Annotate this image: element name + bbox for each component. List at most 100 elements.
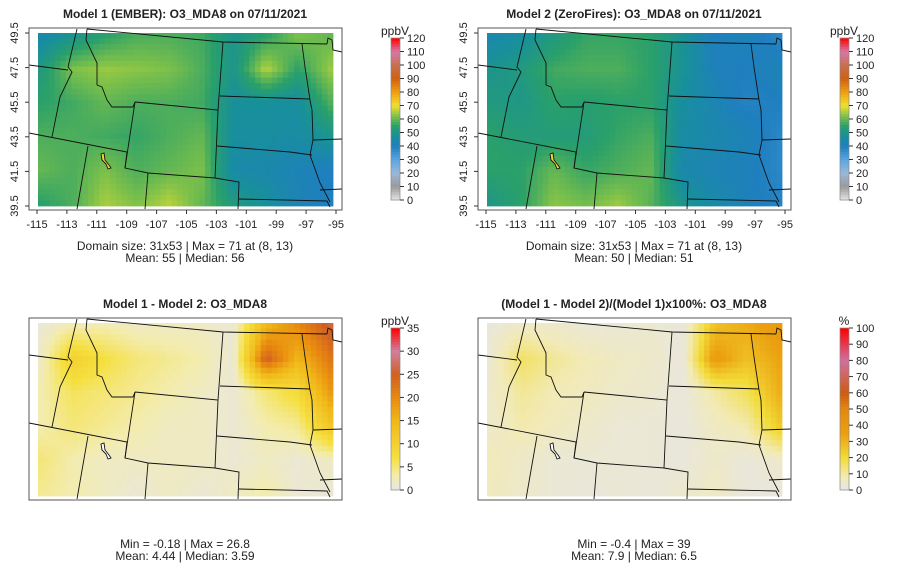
heatmap-cell [765,66,772,73]
heatmap-cell [132,144,139,151]
heatmap-cell [88,88,95,95]
heatmap-cell [127,161,134,168]
heatmap-cell [54,367,61,374]
heatmap-cell [288,127,295,134]
heatmap-cell [221,122,228,129]
heatmap-cell [238,456,245,463]
heatmap-cell [316,183,323,190]
heatmap-cell [243,350,250,357]
heatmap-cell [99,350,106,357]
heatmap-cell [592,139,599,146]
heatmap-cell [770,166,777,173]
heatmap-cell [531,183,538,190]
heatmap-cell [609,94,616,101]
heatmap-cell [171,445,178,452]
heatmap-cell [759,178,766,185]
heatmap-cell [238,44,245,51]
heatmap-cell [149,350,156,357]
heatmap-cell [653,60,660,67]
heatmap-cell [564,116,571,123]
heatmap-cell [687,105,694,112]
heatmap-cell [548,72,555,79]
heatmap-cell [726,150,733,157]
heatmap-cell [776,38,783,45]
heatmap-cell [692,166,699,173]
heatmap-cell [327,77,334,84]
heatmap-cell [255,440,262,447]
heatmap-cell [43,328,50,335]
heatmap-cell [737,189,744,196]
heatmap-cell [82,133,89,140]
heatmap-cell [160,139,167,146]
heatmap-cell [43,434,50,441]
heatmap-cell [260,111,267,118]
heatmap-cell [143,77,150,84]
heatmap-cell [182,144,189,151]
heatmap-cell [570,94,577,101]
heatmap-cell [65,194,72,201]
heatmap-cell [631,189,638,196]
heatmap-cell [127,462,134,469]
heatmap-cell [115,462,122,469]
heatmap-cell [166,462,172,469]
heatmap-cell [720,105,727,112]
y-tick-label: 43.5 [458,126,470,147]
heatmap-cell [316,406,323,413]
heatmap-cell [82,139,89,146]
heatmap-cell [76,111,83,118]
heatmap-cell [177,144,184,151]
heatmap-cell [193,356,200,363]
heatmap-cell [709,200,716,207]
heatmap-cell [748,99,755,106]
heatmap-cell [171,139,178,146]
heatmap-cell [321,111,328,118]
heatmap-cell [531,38,538,45]
heatmap-cell [99,60,106,67]
heatmap-cell [104,116,111,123]
heatmap-cell [249,350,256,357]
heatmap-cell [188,339,195,346]
heatmap-cell [754,172,761,179]
heatmap-cell [49,66,56,73]
heatmap-cell [294,395,301,402]
heatmap-cell [288,99,295,106]
heatmap-cell [76,105,83,112]
heatmap-cell [603,88,610,95]
heatmap-cell [171,116,178,123]
heatmap-cell [587,183,594,190]
heatmap-cell [271,423,278,430]
heatmap-cell [255,423,262,430]
heatmap-cell [166,378,172,385]
x-tick-label: -105 [624,219,646,231]
heatmap-cell [525,38,532,45]
heatmap-cell [216,323,223,329]
heatmap-cell [720,72,727,79]
heatmap-cell [514,33,521,39]
heatmap-cell [104,194,111,201]
heatmap-cell [99,406,106,413]
heatmap-cell [199,373,206,380]
heatmap-cell [166,94,172,101]
heatmap-cell [43,116,50,123]
heatmap-cell [553,200,560,207]
heatmap-cell [110,423,117,430]
heatmap-cell [587,127,594,134]
heatmap-cell [171,417,178,424]
heatmap-cell [99,189,106,196]
heatmap-cell [76,339,83,346]
heatmap-cell [266,116,273,123]
heatmap-cell [166,384,172,391]
heatmap-cell [316,384,323,391]
heatmap-cell [709,144,716,151]
heatmap-cell [288,389,295,396]
heatmap-cell [160,66,167,73]
heatmap-cell [216,133,223,140]
heatmap-cell [232,166,239,173]
colorbar-segment [840,48,849,52]
heatmap-cell [271,434,278,441]
heatmap-cell [715,161,722,168]
heatmap-cell [171,440,178,447]
heatmap-cell [271,44,278,51]
heatmap-cell [770,111,777,118]
heatmap-cell [243,33,250,39]
